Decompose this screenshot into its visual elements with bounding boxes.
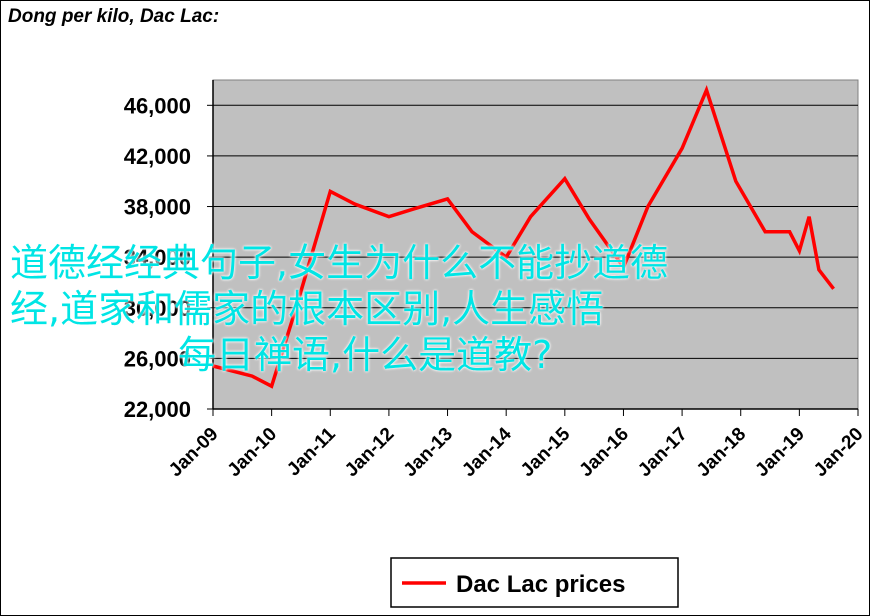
y-tick-label: 34,000 bbox=[124, 245, 191, 270]
y-axis-ticks: 22,000 26,000 30,000 34,000 38,000 42,000 46,0… bbox=[124, 93, 213, 422]
overlay-line-2: 经,道家和儒家的根本区别,人生感悟 bbox=[10, 287, 605, 331]
x-tick-label: Jan-20 bbox=[810, 424, 867, 481]
x-axis-ticks: Jan-09 Jan-10 Jan-11 Jan-12 Jan-13 Jan-14 Jan-… bbox=[165, 409, 868, 481]
x-tick-label: Jan-12 bbox=[341, 424, 398, 481]
y-tick-label: 38,000 bbox=[124, 195, 191, 220]
y-tick-label: 42,000 bbox=[124, 144, 191, 169]
x-tick-label: Jan-09 bbox=[165, 424, 222, 481]
y-tick-label: 30,000 bbox=[124, 296, 191, 321]
x-tick-label: Jan-13 bbox=[400, 424, 457, 481]
x-tick-label: Jan-19 bbox=[751, 424, 808, 481]
plot-area bbox=[212, 79, 859, 410]
y-tick-label: 26,000 bbox=[124, 346, 191, 371]
axes bbox=[212, 80, 858, 410]
x-tick-label: Jan-10 bbox=[224, 424, 281, 481]
x-tick-label: Jan-11 bbox=[283, 423, 340, 480]
series-layer bbox=[212, 85, 835, 389]
x-tick-label: Jan-17 bbox=[634, 424, 691, 481]
chart-title: Dong per kilo, Dac Lac: bbox=[8, 6, 220, 27]
x-tick-label: Jan-14 bbox=[458, 423, 516, 481]
overlay-text: 道德经经典句子,女生为什么不能抄道德 经,道家和儒家的根本区别,人生感悟 每日禅… bbox=[0, 240, 870, 378]
overlay-line-1: 道德经经典句子,女生为什么不能抄道德 bbox=[10, 241, 669, 285]
x-tick-label: Jan-16 bbox=[576, 424, 633, 481]
overlay-line-3: 每日禅语,什么是道教? bbox=[178, 333, 553, 377]
series-line bbox=[212, 85, 835, 389]
legend-label: Dac Lac prices bbox=[456, 571, 625, 598]
y-tick-label: 46,000 bbox=[124, 93, 191, 118]
gridlines bbox=[213, 104, 858, 359]
legend: Dac Lac prices bbox=[390, 557, 679, 608]
x-tick-label: Jan-15 bbox=[517, 423, 575, 481]
x-tick-label: Jan-18 bbox=[693, 424, 750, 481]
y-tick-label: 22,000 bbox=[124, 397, 191, 422]
